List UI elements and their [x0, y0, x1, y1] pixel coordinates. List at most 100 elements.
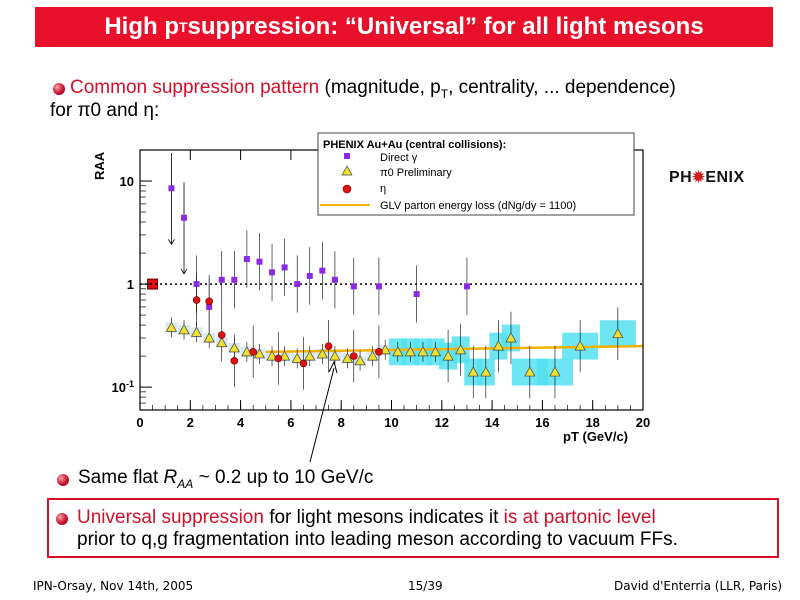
pi0-point — [329, 350, 341, 361]
eta-point — [375, 348, 383, 356]
pi0-point — [316, 348, 328, 359]
eta-point — [274, 354, 283, 363]
conclusion-box — [47, 498, 779, 558]
y-tick-label: 10-1 — [112, 379, 134, 395]
bullet1-highlight: Common suppression pattern — [70, 77, 320, 98]
pi0-point — [291, 352, 303, 363]
x-tick-label: 0 — [136, 415, 143, 430]
bullet1-line1: Common suppression pattern (magnitude, p… — [70, 77, 676, 101]
pi0-point — [190, 326, 203, 337]
pi0-point — [241, 346, 253, 357]
direct-gamma-point — [193, 281, 200, 288]
direct-gamma-point — [350, 283, 357, 290]
bullet2-raa: R — [163, 467, 178, 488]
bullet1-sub: T — [440, 86, 449, 101]
logo-text-left: PH — [669, 169, 693, 186]
direct-gamma-point — [168, 185, 175, 192]
x-axis-label: pT (GeV/c) — [563, 429, 628, 444]
phenix-logo: PH✹ENIX — [669, 168, 745, 187]
legend-direct-gamma: Direct γ — [380, 152, 418, 164]
pi0-point — [392, 346, 404, 357]
bullet3-text: for light mesons indicates it — [263, 507, 504, 528]
direct-gamma-point — [413, 291, 420, 298]
pi0-point — [404, 346, 416, 357]
eta-point — [249, 348, 257, 356]
title-subscript: T — [178, 19, 188, 35]
eta-point — [230, 357, 239, 365]
legend: PHENIX Au+Au (central collisions): Direc… — [317, 132, 635, 216]
title-text-rest: suppression: “Universal” for all light m… — [187, 13, 704, 40]
direct-gamma-point — [218, 276, 225, 283]
x-tick-label: 10 — [384, 415, 398, 430]
bullet3-highlight2: is at partonic level — [503, 507, 656, 528]
legend-pi0-marker — [341, 165, 353, 176]
direct-gamma-point — [181, 214, 188, 221]
bullet-icon — [53, 83, 65, 95]
legend-title: PHENIX Au+Au (central collisions): — [323, 139, 506, 151]
pi0-point — [442, 350, 454, 361]
bullet1-text: (magnitude, p — [319, 77, 441, 98]
x-tick-label: 14 — [485, 415, 500, 430]
legend-eta: η — [380, 183, 386, 195]
direct-gamma-point — [269, 269, 276, 276]
x-tick-label: 4 — [237, 415, 245, 430]
direct-gamma-point — [375, 283, 382, 290]
pi0-point — [429, 346, 442, 357]
x-tick-label: 18 — [585, 415, 599, 430]
pi0-point — [549, 366, 561, 377]
eta-point — [324, 342, 333, 350]
legend-glv: GLV parton energy loss (dNg/dy = 1100) — [380, 200, 576, 212]
pi0-point — [455, 344, 467, 355]
pi0-point — [266, 350, 278, 361]
footer-left: IPN-Orsay, Nov 14th, 2005 — [33, 579, 194, 593]
logo-text-right: ENIX — [705, 169, 745, 186]
direct-gamma-point — [231, 276, 238, 283]
pi0-point — [341, 352, 354, 363]
eta-point — [299, 359, 308, 368]
bullet2-raa-sub: AA — [177, 476, 194, 491]
direct-gamma-point — [319, 267, 326, 274]
pi0-point — [417, 346, 429, 357]
direct-gamma-arrow — [168, 239, 175, 246]
pi0-point — [367, 350, 379, 361]
direct-gamma-point — [463, 283, 470, 290]
annotation-arrow — [309, 367, 335, 463]
footer-right: David d'Enterria (LLR, Paris) — [614, 579, 783, 593]
legend-eta-marker — [342, 184, 352, 194]
direct-gamma-point — [281, 264, 288, 271]
pi0-point — [612, 327, 624, 339]
y-axis-label: RAA — [92, 151, 107, 180]
direct-gamma-point — [306, 272, 313, 279]
title-text: High p — [104, 13, 179, 40]
x-tick-label: 8 — [338, 415, 345, 430]
pi0-point — [216, 336, 228, 348]
y-tick-exponent: -1 — [126, 379, 134, 389]
x-tick-label: 6 — [287, 415, 294, 430]
bullet3-highlight1: Universal suppression — [77, 507, 264, 528]
eta-point — [205, 297, 213, 306]
pi0-point — [178, 324, 190, 335]
pi0-point — [354, 355, 366, 366]
bullet3-line2: prior to q,g fragmentation into leading … — [77, 529, 678, 550]
bullet2-text: Same flat — [78, 467, 164, 488]
bullet2-text2: ~ 0.2 up to 10 GeV/c — [193, 467, 374, 488]
y-tick-label: 1 — [127, 277, 134, 292]
pi0-point — [304, 350, 316, 361]
bullet-icon — [56, 513, 68, 525]
bullet2-line: Same flat RAA ~ 0.2 up to 10 GeV/c — [78, 467, 373, 491]
legend-pi0: π0 Preliminary — [380, 167, 452, 179]
x-tick-label: 12 — [435, 415, 449, 430]
legend-direct-gamma-marker — [344, 153, 350, 159]
phenix-star-icon: ✹ — [692, 169, 706, 186]
pi0-point — [165, 321, 178, 332]
direct-gamma-point — [243, 256, 250, 263]
x-tick-label: 2 — [187, 415, 194, 430]
bullet3-line1: Universal suppression for light mesons i… — [77, 507, 656, 529]
pi0-point — [505, 332, 517, 343]
legend-box — [317, 132, 635, 216]
pi0-point — [228, 342, 240, 353]
pi0-point — [467, 366, 479, 377]
pi0-point — [480, 366, 492, 377]
annotation-arrow-head — [328, 360, 338, 374]
direct-gamma-point — [294, 281, 301, 288]
